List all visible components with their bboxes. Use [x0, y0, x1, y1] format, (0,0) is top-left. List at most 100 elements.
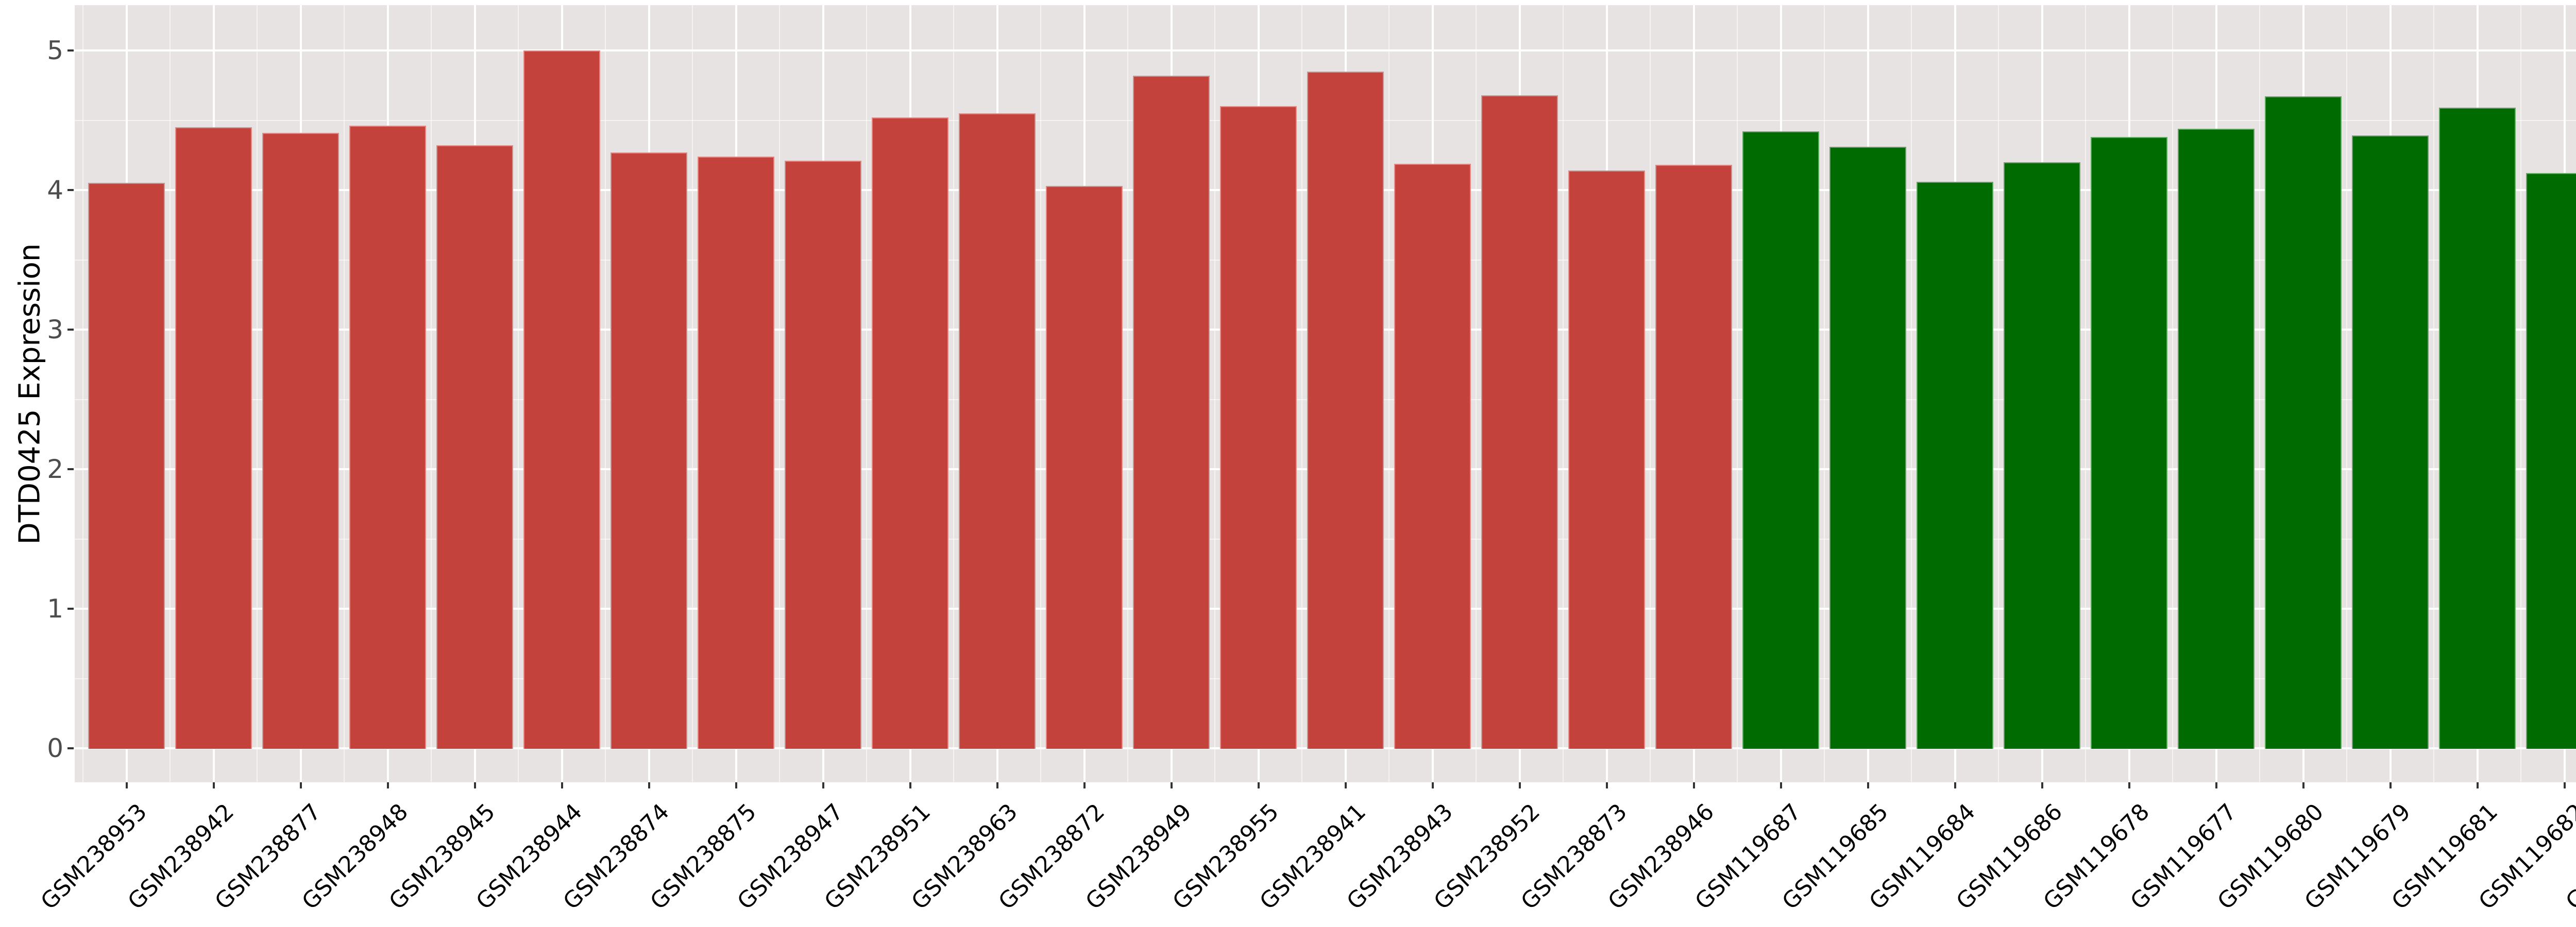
grid-minor-v	[1476, 5, 1477, 782]
grid-minor-v	[1214, 5, 1216, 782]
bar-GSM238872	[1046, 185, 1123, 749]
x-tick-mark	[2563, 782, 2566, 788]
x-tick-mark	[299, 782, 302, 788]
bar-GSM119677	[2178, 128, 2255, 749]
bar-GSM238874	[611, 152, 688, 749]
grid-minor-v	[344, 5, 345, 782]
y-tick-mark	[67, 49, 74, 52]
grid-minor-v	[779, 5, 781, 782]
bar-GSM238941	[1307, 71, 1384, 749]
x-tick-mark	[1083, 782, 1086, 788]
y-tick-mark	[67, 747, 74, 749]
grid-minor-v	[1127, 5, 1129, 782]
grid-minor-v	[2172, 5, 2174, 782]
y-tick-label: 4	[47, 175, 63, 205]
bar-GSM238877	[262, 132, 340, 749]
grid-minor-v	[2520, 5, 2522, 782]
bar-GSM238942	[175, 127, 252, 749]
x-tick-mark	[1170, 782, 1173, 788]
x-tick-mark	[1431, 782, 1434, 788]
x-tick-mark	[125, 782, 128, 788]
grid-minor-v	[866, 5, 868, 782]
bar-GSM238955	[1220, 106, 1297, 749]
bar-GSM238875	[698, 156, 775, 749]
x-tick-mark	[1954, 782, 1956, 788]
grid-minor-v	[1737, 5, 1738, 782]
grid-minor-v	[1388, 5, 1390, 782]
grid-minor-v	[1301, 5, 1303, 782]
bar-GSM238949	[1133, 75, 1210, 749]
x-tick-mark	[1518, 782, 1521, 788]
x-tick-mark	[1867, 782, 1869, 788]
grid-minor-v	[2259, 5, 2261, 782]
bar-GSM238944	[523, 50, 601, 749]
y-tick-mark	[67, 608, 74, 610]
bar-GSM238952	[1481, 95, 1558, 749]
y-tick-label: 2	[47, 454, 63, 484]
grid-minor-v	[953, 5, 955, 782]
x-tick-mark	[2389, 782, 2392, 788]
grid-minor-v	[1563, 5, 1564, 782]
grid-minor-v	[82, 5, 84, 782]
y-tick-mark	[67, 468, 74, 470]
x-tick-mark	[822, 782, 824, 788]
bar-GSM238948	[349, 126, 427, 749]
y-axis-label: DTD0425 Expression	[13, 243, 47, 544]
x-tick-mark	[1605, 782, 1608, 788]
bar-GSM238943	[1394, 163, 1471, 749]
grid-major-h	[75, 49, 2576, 52]
x-tick-mark	[996, 782, 998, 788]
bar-GSM119678	[2091, 137, 2168, 749]
x-tick-mark	[1692, 782, 1695, 788]
bar-GSM238963	[959, 113, 1036, 749]
bar-GSM119684	[1917, 181, 1994, 749]
x-tick-mark	[1257, 782, 1260, 788]
grid-minor-v	[2085, 5, 2087, 782]
x-tick-mark	[212, 782, 215, 788]
bar-GSM119686	[2004, 162, 2081, 749]
plot-panel	[75, 5, 2576, 782]
x-tick-mark	[735, 782, 737, 788]
grid-minor-v	[692, 5, 693, 782]
x-tick-mark	[473, 782, 476, 788]
grid-minor-v	[431, 5, 432, 782]
bar-GSM238951	[872, 117, 949, 749]
grid-minor-v	[1650, 5, 1651, 782]
grid-minor-v	[2346, 5, 2348, 782]
x-tick-mark	[1780, 782, 1782, 788]
y-tick-label: 3	[47, 315, 63, 345]
bar-GSM119680	[2265, 96, 2342, 749]
x-tick-mark	[2476, 782, 2479, 788]
bar-GSM119687	[1742, 131, 1820, 749]
grid-minor-v	[2433, 5, 2435, 782]
bar-GSM238946	[1655, 165, 1733, 749]
x-tick-mark	[648, 782, 650, 788]
y-tick-label: 0	[47, 733, 63, 763]
x-tick-mark	[561, 782, 563, 788]
grid-minor-v	[1040, 5, 1042, 782]
grid-minor-v	[605, 5, 606, 782]
bar-GSM119681	[2439, 108, 2516, 749]
x-tick-mark	[1344, 782, 1347, 788]
y-tick-mark	[67, 189, 74, 191]
grid-minor-v	[170, 5, 171, 782]
y-tick-label: 1	[47, 594, 63, 624]
bar-GSM238947	[785, 161, 862, 749]
x-tick-mark	[2215, 782, 2217, 788]
y-tick-label: 5	[47, 36, 63, 65]
bar-GSM238873	[1568, 170, 1646, 749]
grid-minor-v	[1824, 5, 1825, 782]
grid-minor-v	[1911, 5, 1912, 782]
bar-GSM119679	[2352, 135, 2429, 749]
bar-GSM119682	[2526, 173, 2576, 749]
bar-GSM119685	[1829, 146, 1907, 749]
y-tick-mark	[67, 329, 74, 331]
bar-GSM238945	[436, 145, 514, 749]
x-tick-mark	[386, 782, 389, 788]
x-tick-mark	[2041, 782, 2043, 788]
x-tick-mark	[2128, 782, 2130, 788]
x-tick-mark	[909, 782, 911, 788]
grid-minor-v	[1998, 5, 1999, 782]
grid-minor-v	[518, 5, 519, 782]
